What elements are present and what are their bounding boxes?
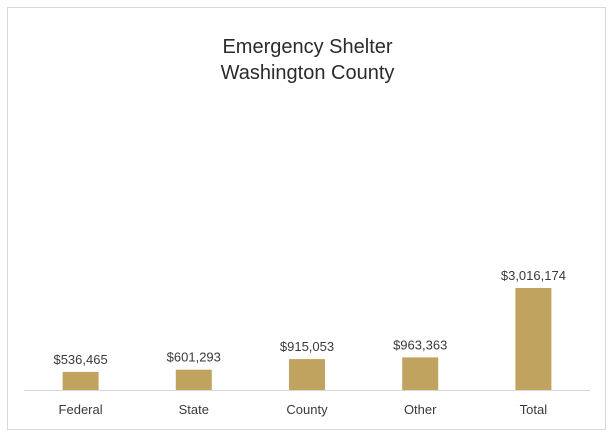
value-label-county: $915,053 [280,339,334,354]
chart-title: Emergency Shelter Washington County [8,34,607,86]
bar-federal [62,371,99,390]
category-label-total: Total [520,402,548,417]
category-label-other: Other [404,402,437,417]
category-label-state: State [179,402,209,417]
bars-layer [62,288,552,390]
value-label-other: $963,363 [393,337,447,352]
value-labels-layer: $536,465 $601,293 $915,053 $963,363 $3,016,1… [53,268,565,367]
category-label-federal: Federal [59,402,103,417]
bar-total [515,288,552,390]
bar-other [402,357,439,390]
category-label-county: County [286,402,328,417]
chart-title-line-2: Washington County [220,62,395,84]
bar-state [175,369,212,390]
value-label-total: $3,016,174 [501,268,566,283]
bar-county [289,359,325,390]
value-label-federal: $536,465 [53,352,107,367]
value-label-state: $601,293 [167,350,221,365]
chart-title-line-1: Emergency Shelter [222,36,393,58]
category-labels-layer: Federal State County Other Total [59,402,548,417]
